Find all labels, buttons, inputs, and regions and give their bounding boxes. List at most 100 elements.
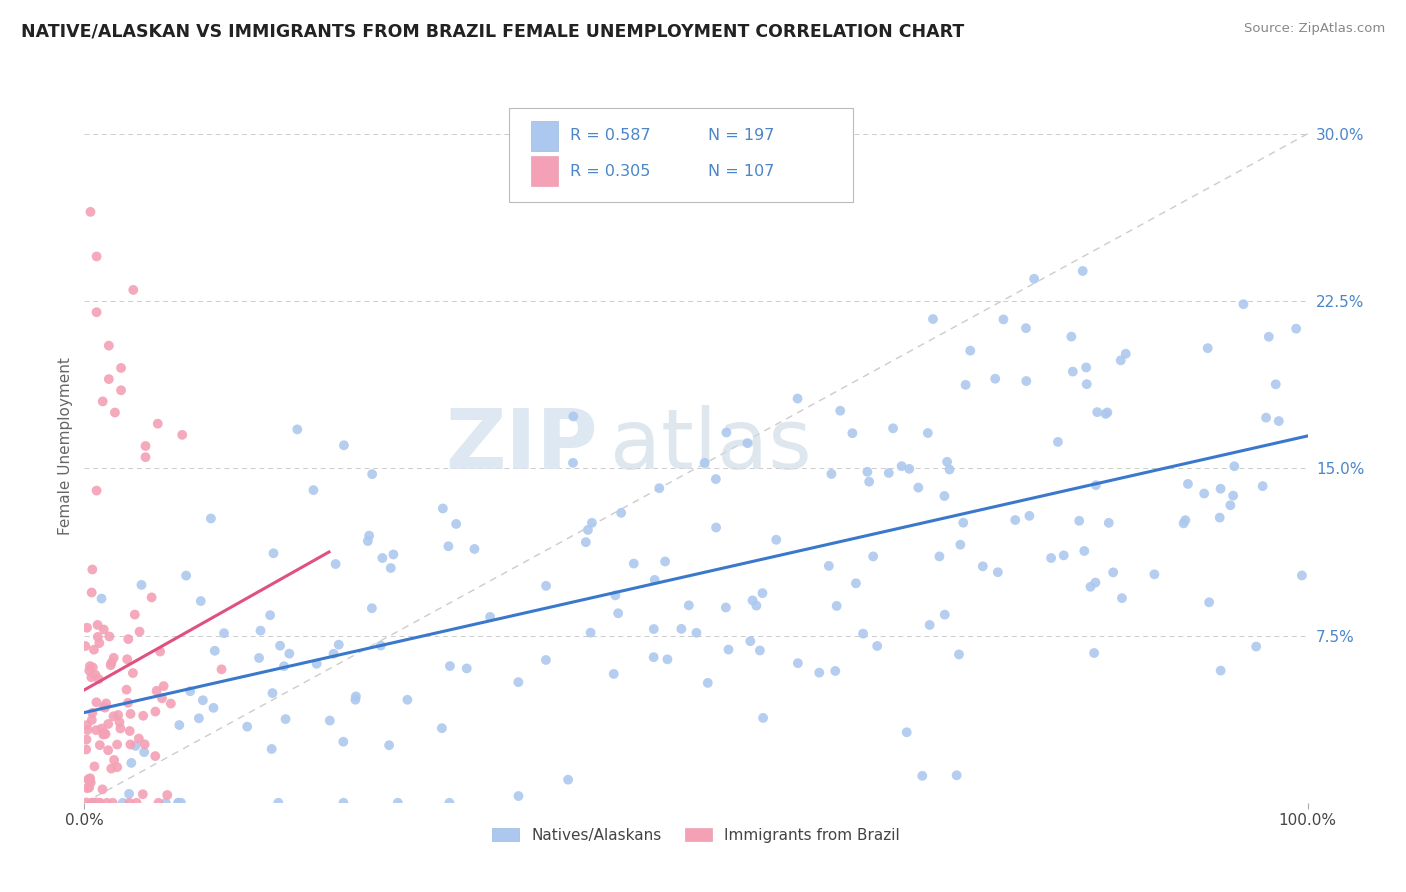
Point — [84, 796, 107, 810]
Point — [267, 796, 290, 810]
Point — [1257, 330, 1279, 344]
Point — [1083, 646, 1105, 660]
Point — [124, 739, 146, 753]
Point — [82, 796, 104, 810]
Point — [370, 639, 392, 653]
Point — [172, 427, 194, 442]
Point — [100, 762, 122, 776]
Point — [752, 711, 775, 725]
Point — [141, 591, 163, 605]
Point — [105, 760, 128, 774]
Point — [396, 692, 419, 706]
Point — [917, 425, 939, 440]
Point — [361, 467, 384, 482]
Point — [911, 769, 934, 783]
Point — [907, 481, 929, 495]
Point — [319, 714, 342, 728]
Point — [479, 610, 502, 624]
Point — [76, 718, 98, 732]
Point — [82, 706, 104, 720]
Text: N = 107: N = 107 — [709, 164, 775, 178]
Point — [132, 787, 155, 801]
Point — [430, 721, 453, 735]
Point — [80, 775, 103, 789]
Point — [456, 661, 478, 675]
Point — [100, 658, 122, 673]
Point — [87, 630, 110, 644]
Point — [357, 534, 380, 549]
Point — [1268, 414, 1291, 428]
Point — [841, 426, 863, 441]
Point — [115, 652, 138, 666]
Point — [110, 384, 132, 398]
Point — [89, 738, 111, 752]
Point — [344, 692, 367, 706]
Point — [557, 772, 579, 787]
Point — [274, 712, 297, 726]
Point — [120, 756, 142, 770]
Point — [751, 586, 773, 600]
Point — [170, 796, 193, 810]
Point — [877, 466, 900, 480]
Point — [1046, 434, 1069, 449]
Point — [938, 462, 960, 476]
Point — [110, 360, 132, 375]
Point — [202, 701, 225, 715]
Point — [623, 557, 645, 571]
Point — [605, 588, 627, 602]
Point — [696, 676, 718, 690]
Point — [654, 554, 676, 568]
Point — [187, 711, 209, 725]
Point — [236, 720, 259, 734]
Point — [82, 562, 104, 576]
Point — [936, 455, 959, 469]
Point — [86, 305, 108, 319]
Point — [1109, 353, 1132, 368]
Point — [952, 516, 974, 530]
Point — [882, 421, 904, 435]
Point — [741, 593, 763, 607]
Point — [91, 782, 114, 797]
FancyBboxPatch shape — [509, 109, 852, 202]
Point — [122, 666, 145, 681]
Point — [444, 516, 467, 531]
Point — [862, 549, 884, 564]
Text: R = 0.305: R = 0.305 — [569, 164, 651, 178]
Point — [820, 467, 842, 481]
Point — [740, 634, 762, 648]
Point — [75, 639, 97, 653]
Point — [714, 600, 737, 615]
Point — [818, 558, 841, 573]
Point — [86, 796, 108, 810]
Point — [959, 343, 981, 358]
Point — [101, 796, 124, 810]
Point — [87, 672, 110, 686]
Point — [94, 700, 117, 714]
Point — [380, 561, 402, 575]
Point — [90, 591, 112, 606]
Point — [858, 475, 880, 489]
Point — [387, 796, 409, 810]
Point — [1076, 360, 1098, 375]
Point — [378, 738, 401, 752]
Point — [174, 568, 197, 582]
Point — [1053, 549, 1076, 563]
Point — [86, 695, 108, 709]
Point — [1015, 374, 1038, 388]
Point — [1254, 410, 1277, 425]
Point — [125, 796, 148, 810]
Point — [118, 787, 141, 801]
Point — [1291, 568, 1313, 582]
Point — [107, 708, 129, 723]
Point — [117, 696, 139, 710]
Point — [322, 647, 344, 661]
FancyBboxPatch shape — [531, 156, 558, 186]
Point — [1232, 297, 1254, 311]
Point — [79, 204, 101, 219]
Point — [83, 796, 105, 810]
Point — [100, 656, 122, 670]
Point — [610, 506, 633, 520]
Point — [118, 796, 141, 810]
Point — [89, 636, 111, 650]
Point — [79, 659, 101, 673]
